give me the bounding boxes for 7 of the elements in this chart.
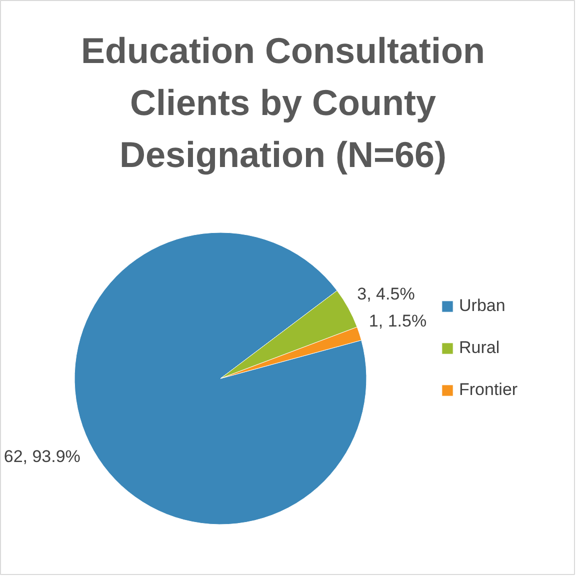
data-label: 1, 1.5% [368,311,427,330]
chart-title: Education Consultation Clients by County Designation (N=66) [81,30,485,175]
legend-label: Urban [459,296,506,316]
data-label: 3, 4.5% [357,284,415,304]
legend-label: Frontier [459,380,518,400]
data-label: 62, 93.9% [4,447,80,466]
legend-label: Rural [459,338,500,358]
